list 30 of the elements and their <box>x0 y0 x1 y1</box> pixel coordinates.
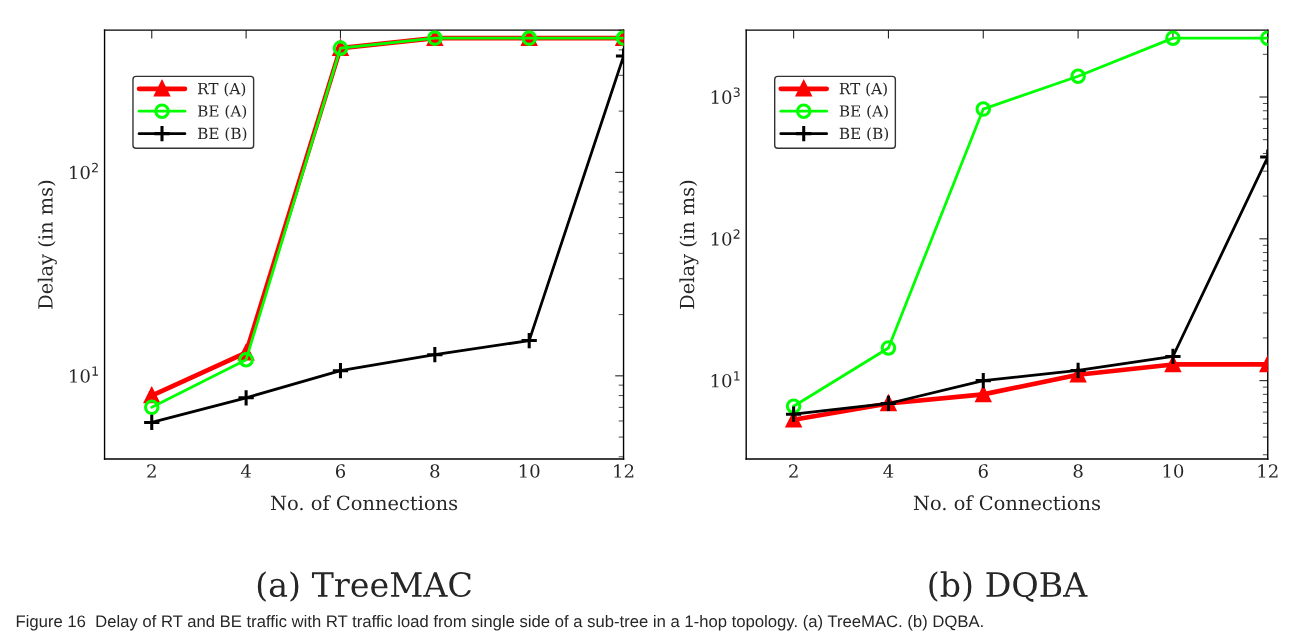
x-tick-label: 4 <box>883 464 894 478</box>
legend-label: BE (A) <box>197 104 247 119</box>
x-axis-title: No. of Connections <box>270 495 458 511</box>
x-tick-label: 6 <box>335 464 346 478</box>
y-axis-title: Delay (in ms) <box>679 180 699 309</box>
y-tick-label: 10$^{1}$ <box>711 371 740 388</box>
y-tick-label: 10$^{2}$ <box>711 229 740 246</box>
x-tick-label: 2 <box>789 464 798 478</box>
y-tick-label: 10$^{1}$ <box>70 366 98 383</box>
x-tick-label: 8 <box>1073 464 1083 478</box>
legend-label: RT (A) <box>839 82 887 97</box>
text: (b) DQBA <box>929 571 1088 602</box>
y-axis-title: Delay (in ms) <box>37 180 57 309</box>
x-tick-label: 10 <box>1163 464 1184 478</box>
text: (a) TreeMAC <box>257 571 471 602</box>
y-tick-label: 10$^{3}$ <box>711 87 740 104</box>
y-tick-label: 10$^{2}$ <box>70 162 98 180</box>
x-axis-title: No. of Connections <box>913 495 1101 511</box>
x-tick-label: 6 <box>978 464 988 478</box>
legend-label: RT (A) <box>197 82 246 97</box>
legend-label: BE (B) <box>839 127 889 142</box>
x-tick-label: 12 <box>614 464 634 478</box>
x-tick-label: 8 <box>430 464 440 478</box>
legend-label: BE (B) <box>197 127 247 142</box>
caption: Figure 16 Delay of RT and BE traffic with RT traffic load from single side of a sub-tree in a 1-hop topology. (a) TreeMAC. (b) DQBA. <box>16 614 983 631</box>
x-tick-label: 12 <box>1258 464 1278 478</box>
x-tick-label: 2 <box>147 464 156 478</box>
legend-label: BE (A) <box>839 104 888 119</box>
x-tick-label: 4 <box>240 464 251 478</box>
x-tick-label: 10 <box>519 464 540 478</box>
